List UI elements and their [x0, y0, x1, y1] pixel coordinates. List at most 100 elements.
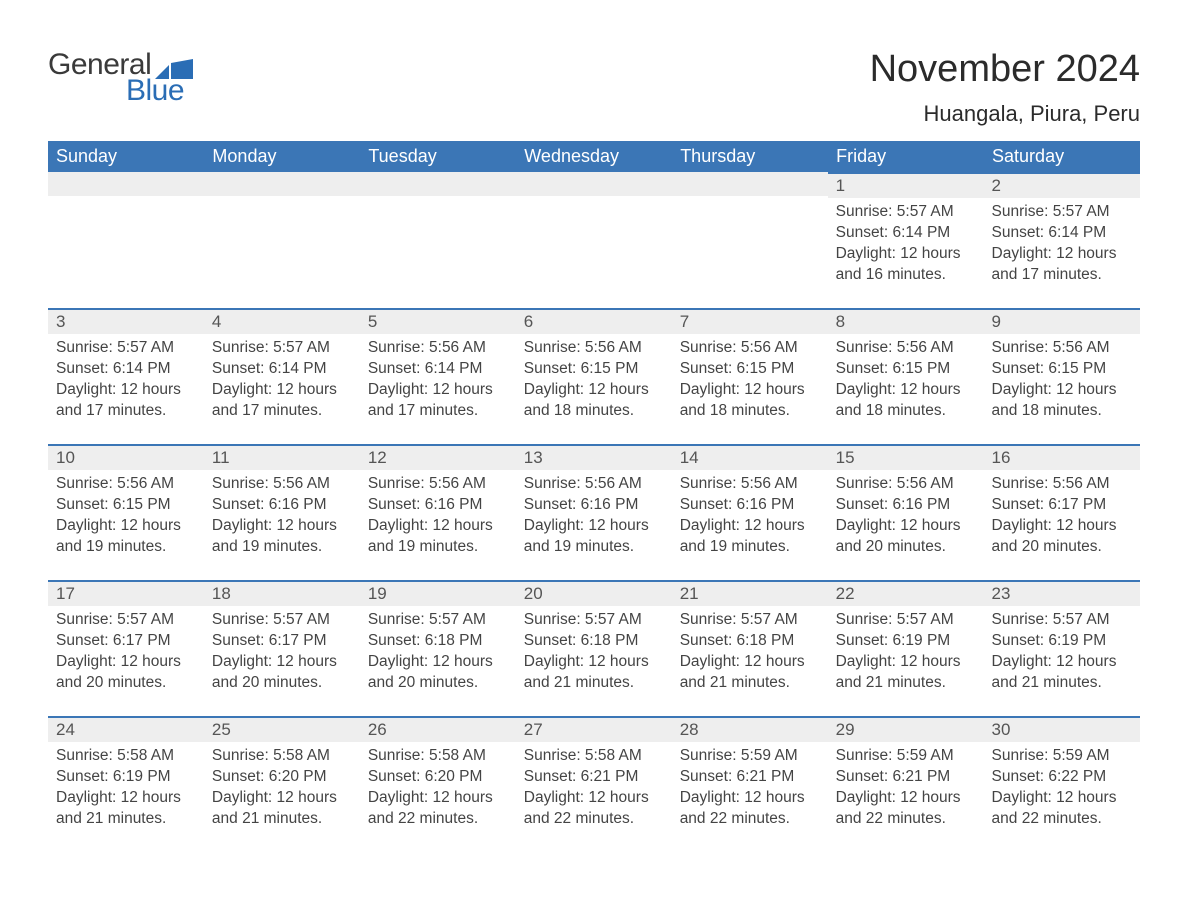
sunset-line: Sunset: 6:19 PM	[836, 631, 978, 652]
day-details: Sunrise: 5:56 AMSunset: 6:15 PMDaylight:…	[828, 334, 984, 426]
day-number: 10	[48, 444, 204, 470]
sunrise-line: Sunrise: 5:56 AM	[524, 474, 666, 495]
daylight-line: Daylight: 12 hours and 21 minutes.	[992, 652, 1134, 694]
day-cell: 14Sunrise: 5:56 AMSunset: 6:16 PMDayligh…	[672, 444, 828, 580]
day-cell	[672, 172, 828, 308]
sunrise-line: Sunrise: 5:56 AM	[368, 338, 510, 359]
sunset-line: Sunset: 6:18 PM	[524, 631, 666, 652]
day-cell: 4Sunrise: 5:57 AMSunset: 6:14 PMDaylight…	[204, 308, 360, 444]
day-number: 25	[204, 716, 360, 742]
day-details: Sunrise: 5:57 AMSunset: 6:17 PMDaylight:…	[204, 606, 360, 698]
day-number: 29	[828, 716, 984, 742]
daylight-line: Daylight: 12 hours and 19 minutes.	[524, 516, 666, 558]
day-details: Sunrise: 5:59 AMSunset: 6:21 PMDaylight:…	[828, 742, 984, 834]
day-cell: 18Sunrise: 5:57 AMSunset: 6:17 PMDayligh…	[204, 580, 360, 716]
day-number: 6	[516, 308, 672, 334]
day-details: Sunrise: 5:57 AMSunset: 6:19 PMDaylight:…	[828, 606, 984, 698]
daylight-line: Daylight: 12 hours and 20 minutes.	[368, 652, 510, 694]
daylight-line: Daylight: 12 hours and 17 minutes.	[56, 380, 198, 422]
week-row: 10Sunrise: 5:56 AMSunset: 6:15 PMDayligh…	[48, 444, 1140, 580]
sunrise-line: Sunrise: 5:57 AM	[368, 610, 510, 631]
sunset-line: Sunset: 6:16 PM	[212, 495, 354, 516]
location: Huangala, Piura, Peru	[870, 101, 1140, 127]
week-row: 24Sunrise: 5:58 AMSunset: 6:19 PMDayligh…	[48, 716, 1140, 852]
day-number: 5	[360, 308, 516, 334]
dayhead-tuesday: Tuesday	[360, 141, 516, 172]
logo: General Blue	[48, 48, 193, 108]
day-cell: 21Sunrise: 5:57 AMSunset: 6:18 PMDayligh…	[672, 580, 828, 716]
day-details: Sunrise: 5:57 AMSunset: 6:14 PMDaylight:…	[828, 198, 984, 290]
day-cell: 26Sunrise: 5:58 AMSunset: 6:20 PMDayligh…	[360, 716, 516, 852]
sunrise-line: Sunrise: 5:56 AM	[992, 474, 1134, 495]
sunrise-line: Sunrise: 5:57 AM	[212, 610, 354, 631]
day-cell: 19Sunrise: 5:57 AMSunset: 6:18 PMDayligh…	[360, 580, 516, 716]
sunset-line: Sunset: 6:17 PM	[56, 631, 198, 652]
sunset-line: Sunset: 6:20 PM	[368, 767, 510, 788]
day-cell: 7Sunrise: 5:56 AMSunset: 6:15 PMDaylight…	[672, 308, 828, 444]
daylight-line: Daylight: 12 hours and 20 minutes.	[836, 516, 978, 558]
day-number: 30	[984, 716, 1140, 742]
sunset-line: Sunset: 6:17 PM	[212, 631, 354, 652]
day-details: Sunrise: 5:57 AMSunset: 6:18 PMDaylight:…	[360, 606, 516, 698]
day-details: Sunrise: 5:56 AMSunset: 6:17 PMDaylight:…	[984, 470, 1140, 562]
day-number: 1	[828, 172, 984, 198]
day-details: Sunrise: 5:57 AMSunset: 6:14 PMDaylight:…	[984, 198, 1140, 290]
sunset-line: Sunset: 6:14 PM	[368, 359, 510, 380]
day-number: 21	[672, 580, 828, 606]
dayhead-friday: Friday	[828, 141, 984, 172]
dayhead-sunday: Sunday	[48, 141, 204, 172]
sunrise-line: Sunrise: 5:59 AM	[992, 746, 1134, 767]
daylight-line: Daylight: 12 hours and 21 minutes.	[680, 652, 822, 694]
day-number: 22	[828, 580, 984, 606]
dayhead-thursday: Thursday	[672, 141, 828, 172]
day-number: 4	[204, 308, 360, 334]
day-cell: 28Sunrise: 5:59 AMSunset: 6:21 PMDayligh…	[672, 716, 828, 852]
day-cell: 2Sunrise: 5:57 AMSunset: 6:14 PMDaylight…	[984, 172, 1140, 308]
daylight-line: Daylight: 12 hours and 21 minutes.	[836, 652, 978, 694]
sunrise-line: Sunrise: 5:56 AM	[56, 474, 198, 495]
day-details: Sunrise: 5:59 AMSunset: 6:22 PMDaylight:…	[984, 742, 1140, 834]
sunset-line: Sunset: 6:21 PM	[836, 767, 978, 788]
daylight-line: Daylight: 12 hours and 18 minutes.	[992, 380, 1134, 422]
sunrise-line: Sunrise: 5:56 AM	[680, 338, 822, 359]
daylight-line: Daylight: 12 hours and 17 minutes.	[992, 244, 1134, 286]
sunrise-line: Sunrise: 5:57 AM	[524, 610, 666, 631]
sunset-line: Sunset: 6:15 PM	[524, 359, 666, 380]
daylight-line: Daylight: 12 hours and 19 minutes.	[680, 516, 822, 558]
sunset-line: Sunset: 6:14 PM	[992, 223, 1134, 244]
sunrise-line: Sunrise: 5:57 AM	[836, 610, 978, 631]
day-cell	[516, 172, 672, 308]
day-number: 17	[48, 580, 204, 606]
day-number: 16	[984, 444, 1140, 470]
flag-icon	[155, 60, 193, 82]
sunrise-line: Sunrise: 5:56 AM	[836, 338, 978, 359]
sunset-line: Sunset: 6:21 PM	[680, 767, 822, 788]
day-details: Sunrise: 5:56 AMSunset: 6:16 PMDaylight:…	[360, 470, 516, 562]
day-number: 3	[48, 308, 204, 334]
daylight-line: Daylight: 12 hours and 22 minutes.	[524, 788, 666, 830]
day-header-row: Sunday Monday Tuesday Wednesday Thursday…	[48, 141, 1140, 172]
day-details: Sunrise: 5:57 AMSunset: 6:18 PMDaylight:…	[672, 606, 828, 698]
day-cell: 13Sunrise: 5:56 AMSunset: 6:16 PMDayligh…	[516, 444, 672, 580]
sunset-line: Sunset: 6:15 PM	[680, 359, 822, 380]
day-cell: 24Sunrise: 5:58 AMSunset: 6:19 PMDayligh…	[48, 716, 204, 852]
daylight-line: Daylight: 12 hours and 21 minutes.	[524, 652, 666, 694]
day-cell: 11Sunrise: 5:56 AMSunset: 6:16 PMDayligh…	[204, 444, 360, 580]
sunset-line: Sunset: 6:16 PM	[524, 495, 666, 516]
day-number: 11	[204, 444, 360, 470]
day-details: Sunrise: 5:56 AMSunset: 6:16 PMDaylight:…	[828, 470, 984, 562]
daylight-line: Daylight: 12 hours and 17 minutes.	[368, 380, 510, 422]
day-details: Sunrise: 5:59 AMSunset: 6:21 PMDaylight:…	[672, 742, 828, 834]
sunset-line: Sunset: 6:21 PM	[524, 767, 666, 788]
daylight-line: Daylight: 12 hours and 20 minutes.	[992, 516, 1134, 558]
dayhead-monday: Monday	[204, 141, 360, 172]
sunset-line: Sunset: 6:18 PM	[368, 631, 510, 652]
dayhead-saturday: Saturday	[984, 141, 1140, 172]
daylight-line: Daylight: 12 hours and 21 minutes.	[56, 788, 198, 830]
sunrise-line: Sunrise: 5:58 AM	[524, 746, 666, 767]
sunset-line: Sunset: 6:15 PM	[836, 359, 978, 380]
daylight-line: Daylight: 12 hours and 17 minutes.	[212, 380, 354, 422]
day-cell: 25Sunrise: 5:58 AMSunset: 6:20 PMDayligh…	[204, 716, 360, 852]
day-cell: 1Sunrise: 5:57 AMSunset: 6:14 PMDaylight…	[828, 172, 984, 308]
day-cell: 29Sunrise: 5:59 AMSunset: 6:21 PMDayligh…	[828, 716, 984, 852]
